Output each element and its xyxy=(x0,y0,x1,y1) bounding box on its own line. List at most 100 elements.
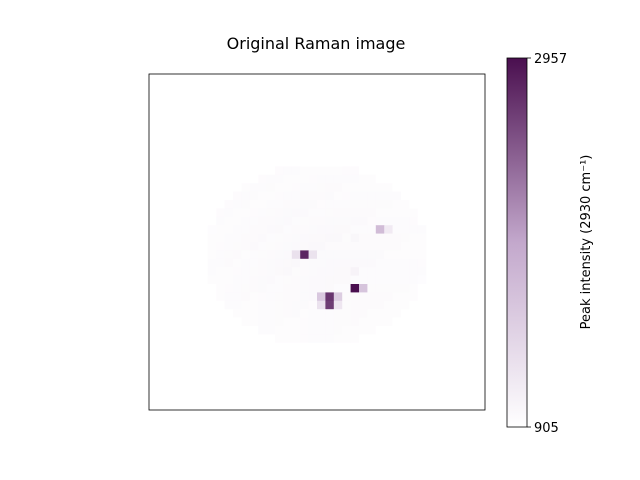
heatmap-cell xyxy=(216,284,225,293)
heatmap-cell xyxy=(216,90,225,100)
heatmap-cell xyxy=(426,401,435,411)
heatmap-cell xyxy=(375,284,385,293)
heatmap-cell xyxy=(392,284,402,293)
heatmap-cell xyxy=(434,191,444,201)
heatmap-cell xyxy=(401,384,410,394)
heatmap-cell xyxy=(409,132,419,142)
heatmap-cell xyxy=(291,200,301,209)
heatmap-cell xyxy=(359,275,368,285)
heatmap-cell xyxy=(468,90,477,100)
heatmap-cell xyxy=(409,326,419,335)
heatmap-cell xyxy=(182,317,192,327)
heatmap-cell xyxy=(451,242,461,251)
heatmap-cell xyxy=(207,317,217,327)
heatmap-cell xyxy=(300,132,309,142)
heatmap-cell xyxy=(266,334,276,344)
heatmap-cell xyxy=(291,368,301,377)
heatmap-cell xyxy=(308,158,318,167)
heatmap-cell xyxy=(401,216,410,226)
heatmap-cell xyxy=(241,208,251,218)
heatmap-cell xyxy=(241,233,251,243)
heatmap-cell xyxy=(367,334,377,344)
heatmap-cell xyxy=(367,250,377,260)
heatmap-cell xyxy=(283,334,293,344)
heatmap-cell xyxy=(258,141,267,150)
heatmap-cell xyxy=(207,141,217,150)
heatmap-cell xyxy=(216,158,225,167)
heatmap-cell xyxy=(342,242,351,251)
heatmap-cell xyxy=(224,351,234,360)
heatmap-cell xyxy=(375,368,385,377)
heatmap-cell xyxy=(224,116,234,125)
heatmap-cell xyxy=(165,183,175,192)
heatmap-cell xyxy=(174,225,183,234)
heatmap-cell xyxy=(191,393,200,402)
heatmap-cell xyxy=(258,242,267,251)
heatmap-cell xyxy=(375,82,385,92)
heatmap-cell xyxy=(317,191,326,201)
heatmap-cell xyxy=(157,359,167,369)
heatmap-cell xyxy=(157,317,167,327)
heatmap-cell xyxy=(359,191,368,201)
heatmap-cell xyxy=(165,384,175,394)
heatmap-cell xyxy=(359,183,368,192)
heatmap-cell xyxy=(283,393,293,402)
heatmap-cell xyxy=(459,384,469,394)
heatmap-cell xyxy=(191,292,200,302)
heatmap-cell xyxy=(409,149,419,159)
heatmap-cell xyxy=(199,82,209,92)
heatmap-cell xyxy=(291,334,301,344)
heatmap-cell xyxy=(451,225,461,234)
heatmap-cell xyxy=(426,183,435,192)
heatmap-cell xyxy=(182,300,192,310)
heatmap-cell xyxy=(367,183,377,192)
heatmap-cell xyxy=(275,376,284,386)
heatmap-cell xyxy=(375,401,385,411)
heatmap-cell xyxy=(375,359,385,369)
heatmap-cell xyxy=(275,107,284,117)
heatmap-cell xyxy=(300,158,309,167)
heatmap-cell xyxy=(199,334,209,344)
heatmap-cell xyxy=(401,124,410,134)
heatmap-cell xyxy=(401,166,410,176)
heatmap-cell xyxy=(207,359,217,369)
heatmap-cell xyxy=(199,284,209,293)
heatmap-cell xyxy=(241,149,251,159)
heatmap-cell xyxy=(165,149,175,159)
heatmap-cell xyxy=(165,334,175,344)
heatmap-cell xyxy=(409,342,419,352)
heatmap-cell xyxy=(283,401,293,411)
heatmap-cell xyxy=(283,99,293,108)
heatmap-cell xyxy=(384,250,393,260)
heatmap-cell xyxy=(308,225,318,234)
heatmap-cell xyxy=(401,82,410,92)
heatmap-cell xyxy=(174,233,183,243)
heatmap-cell xyxy=(434,99,444,108)
heatmap-cell xyxy=(182,242,192,251)
heatmap-cell xyxy=(409,183,419,192)
heatmap-cell xyxy=(359,368,368,377)
heatmap-cell xyxy=(333,376,343,386)
heatmap-cell xyxy=(443,99,452,108)
heatmap-cell xyxy=(342,158,351,167)
heatmap-cell xyxy=(249,368,259,377)
heatmap-cell xyxy=(392,90,402,100)
heatmap-cell xyxy=(157,242,167,251)
heatmap-cell xyxy=(165,132,175,142)
heatmap-cell xyxy=(275,124,284,134)
heatmap-cell xyxy=(249,132,259,142)
heatmap-cell xyxy=(434,368,444,377)
heatmap-cell xyxy=(207,250,217,260)
heatmap-cell xyxy=(191,158,200,167)
heatmap-cell xyxy=(233,275,242,285)
heatmap-cell xyxy=(207,191,217,201)
heatmap-cell xyxy=(333,267,343,276)
heatmap-cell xyxy=(417,166,427,176)
heatmap-cell xyxy=(241,132,251,142)
heatmap-cell xyxy=(266,258,276,268)
heatmap-cell xyxy=(359,359,368,369)
heatmap-cell xyxy=(451,342,461,352)
heatmap-cell xyxy=(333,116,343,125)
heatmap-cell xyxy=(468,275,477,285)
heatmap-cell xyxy=(157,292,167,302)
